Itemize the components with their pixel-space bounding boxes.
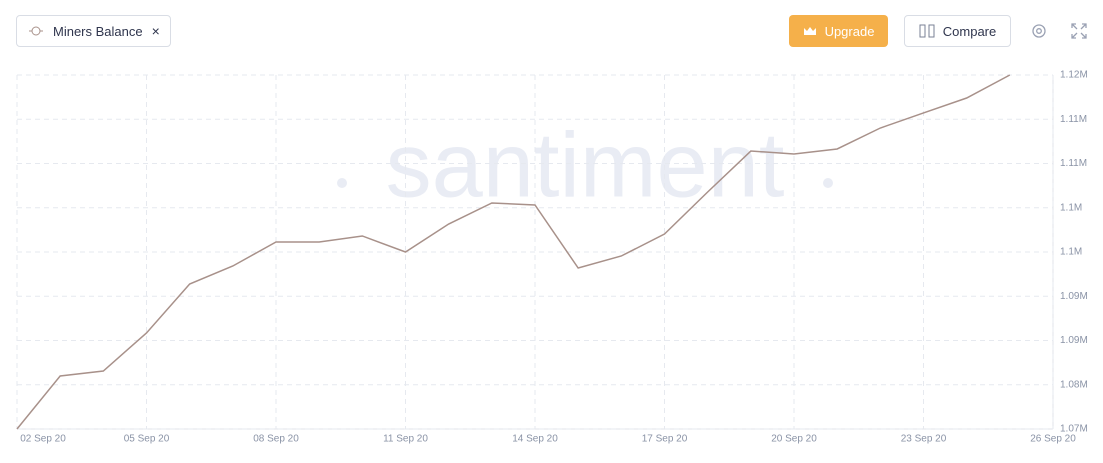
upgrade-label: Upgrade	[824, 23, 875, 39]
x-tick-label: 11 Sep 20	[383, 434, 428, 445]
legend-label: Miners Balance	[53, 23, 143, 39]
legend-close[interactable]: ×	[151, 23, 160, 39]
y-tick-label: 1.09M	[1060, 291, 1088, 302]
x-tick-label: 02 Sep 20	[20, 434, 66, 445]
y-tick-label: 1.1M	[1060, 202, 1082, 213]
x-tick-label: 20 Sep 20	[771, 434, 817, 445]
legend-icon	[29, 26, 43, 36]
x-tick-label: 05 Sep 20	[124, 434, 170, 445]
compare-label: Compare	[942, 23, 997, 39]
y-tick-label: 1.09M	[1060, 335, 1088, 346]
watermark-dot	[823, 178, 833, 188]
y-tick-label: 1.11M	[1060, 114, 1087, 125]
x-tick-label: 26 Sep 20	[1030, 434, 1076, 445]
settings-icon[interactable]	[1030, 22, 1048, 40]
y-tick-label: 1.07M	[1060, 424, 1088, 435]
y-tick-label: 1.1M	[1060, 247, 1082, 258]
x-tick-label: 08 Sep 20	[253, 434, 299, 445]
y-tick-label: 1.08M	[1060, 379, 1088, 390]
x-tick-label: 23 Sep 20	[901, 434, 947, 445]
upgrade-button[interactable]: Upgrade	[789, 15, 888, 47]
compare-button[interactable]: Compare	[904, 15, 1011, 47]
watermark-dot	[337, 178, 347, 188]
x-tick-label: 14 Sep 20	[512, 434, 558, 445]
series-line	[16, 74, 1011, 430]
y-tick-label: 1.12M	[1060, 70, 1088, 81]
crown-icon	[803, 27, 816, 35]
watermark: santiment	[386, 114, 785, 216]
y-tick-label: 1.11M	[1060, 158, 1087, 169]
x-tick-label: 17 Sep 20	[642, 434, 688, 445]
legend-chip[interactable]: Miners Balance ×	[16, 15, 171, 47]
compare-icon	[919, 24, 935, 38]
fullscreen-icon[interactable]	[1070, 22, 1088, 40]
